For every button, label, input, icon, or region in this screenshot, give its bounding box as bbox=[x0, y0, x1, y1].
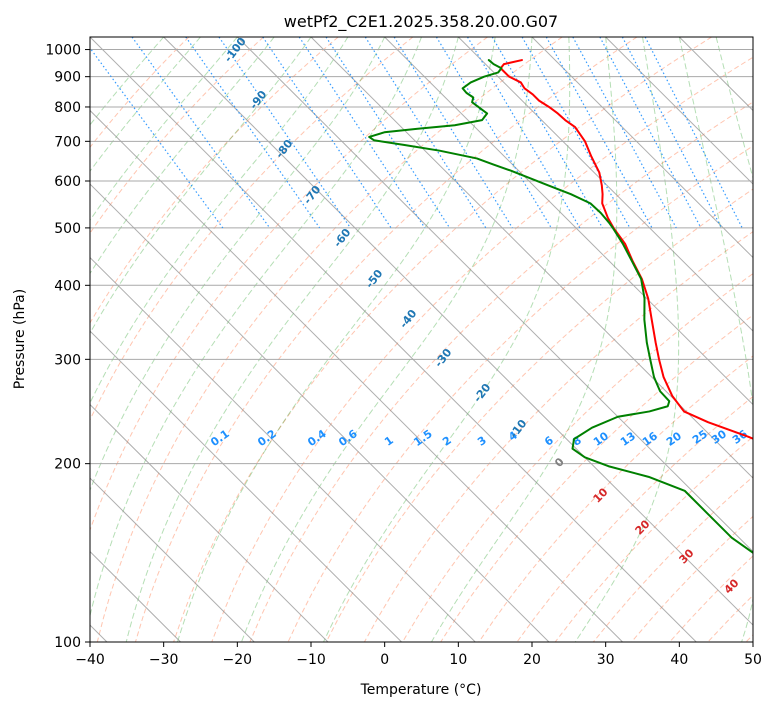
dry-adiabat-line bbox=[90, 37, 488, 532]
mixing-ratio-line bbox=[491, 37, 604, 229]
mixing-ratio-line bbox=[364, 37, 487, 229]
y-tick-label: 200 bbox=[54, 457, 81, 473]
y-tick-label: 300 bbox=[54, 352, 81, 368]
isotherm-line bbox=[163, 37, 753, 626]
isotherm-line bbox=[236, 37, 753, 553]
isotherm-line bbox=[90, 37, 697, 642]
dry-adiabat-line bbox=[249, 101, 753, 642]
dewpoint-profile bbox=[368, 59, 753, 554]
x-tick-label: 40 bbox=[670, 652, 688, 668]
moist-adiabat-line bbox=[240, 37, 533, 642]
plot-area bbox=[90, 37, 753, 642]
isotherm-line bbox=[457, 37, 753, 332]
x-tick-label: −20 bbox=[223, 652, 253, 668]
dry-adiabat-line bbox=[90, 37, 339, 324]
isotherm-line bbox=[90, 256, 476, 642]
mixing-ratio-line bbox=[185, 37, 321, 229]
x-tick-label: −30 bbox=[149, 652, 179, 668]
dry-adiabat-line bbox=[134, 37, 638, 642]
sounding-profiles bbox=[368, 59, 753, 554]
moist-adiabat-line bbox=[90, 37, 349, 405]
y-tick-label: 900 bbox=[54, 70, 81, 86]
dry-adiabat-line bbox=[325, 188, 753, 642]
isotherm-line bbox=[531, 37, 753, 259]
dry-adiabat-line bbox=[516, 395, 753, 642]
mixing-ratio-line bbox=[599, 37, 702, 229]
background-lines bbox=[90, 37, 753, 642]
dry-adiabat-line bbox=[440, 314, 753, 642]
x-tick-label: 30 bbox=[597, 652, 615, 668]
x-axis-title: Temperature (°C) bbox=[360, 682, 482, 698]
mixing-ratio-line bbox=[393, 37, 513, 229]
y-tick-label: 100 bbox=[54, 635, 81, 651]
y-tick-label: 800 bbox=[54, 100, 81, 116]
moist-adiabat-line bbox=[90, 37, 422, 618]
mixing-ratio-line bbox=[572, 37, 677, 229]
isotherm-line bbox=[384, 37, 753, 406]
moist-adiabat-line bbox=[574, 37, 680, 642]
y-tick-label: 700 bbox=[54, 134, 81, 150]
y-tick-label: 600 bbox=[54, 174, 81, 190]
isotherm-line bbox=[90, 183, 550, 642]
mixing-ratio-line bbox=[466, 37, 581, 229]
mixing-ratio-line bbox=[131, 37, 271, 229]
mixing-ratio-line bbox=[435, 37, 552, 229]
x-tick-label: 20 bbox=[523, 652, 541, 668]
moist-adiabat-line bbox=[678, 37, 753, 642]
chart-title: wetPf2_C2E1.2025.358.20.00.G07 bbox=[284, 12, 558, 32]
dry-adiabat-line bbox=[173, 37, 712, 642]
x-tick-label: −10 bbox=[296, 652, 326, 668]
x-tick-label: 0 bbox=[380, 652, 389, 668]
plot-frame bbox=[89, 36, 754, 643]
y-axis: 100 200 300 400 500 600 700 800 900 1000 bbox=[45, 43, 90, 651]
mixing-ratio-line bbox=[218, 37, 351, 229]
moist-adiabat-line bbox=[431, 37, 618, 642]
dry-adiabat-line bbox=[96, 37, 563, 642]
moist-adiabat-line bbox=[90, 37, 386, 492]
x-tick-label: 50 bbox=[744, 652, 762, 668]
isotherm-line bbox=[90, 477, 255, 642]
moist-adiabat-line bbox=[90, 37, 238, 222]
dry-adiabat-line bbox=[211, 56, 753, 642]
isotherm-line bbox=[90, 109, 623, 642]
x-axis: −40 −30 −20 −10 0 10 20 30 40 50 bbox=[75, 642, 762, 668]
mixing-ratio-line bbox=[545, 37, 653, 229]
moist-adiabat-line bbox=[90, 37, 165, 126]
dry-adiabat-line bbox=[90, 37, 190, 149]
dry-adiabat-line bbox=[402, 272, 753, 642]
y-axis-title: Pressure (hPa) bbox=[12, 289, 28, 389]
isotherm-line bbox=[90, 403, 329, 642]
y-tick-label: 500 bbox=[54, 221, 81, 237]
isotherm-line bbox=[310, 37, 753, 479]
moist-adiabat-line bbox=[90, 37, 201, 173]
x-tick-label: −40 bbox=[75, 652, 105, 668]
moist-adiabat-line bbox=[90, 37, 275, 275]
dry-adiabat-line bbox=[90, 37, 264, 234]
mixing-ratio-line bbox=[521, 37, 631, 229]
moist-adiabat-line bbox=[125, 37, 459, 642]
isotherm-line bbox=[90, 330, 402, 642]
isotherm-line bbox=[605, 37, 753, 185]
x-tick-label: 10 bbox=[449, 652, 467, 668]
y-tick-label: 1000 bbox=[45, 43, 81, 59]
moist-adiabat-line bbox=[176, 37, 496, 642]
y-tick-label: 400 bbox=[54, 278, 81, 294]
